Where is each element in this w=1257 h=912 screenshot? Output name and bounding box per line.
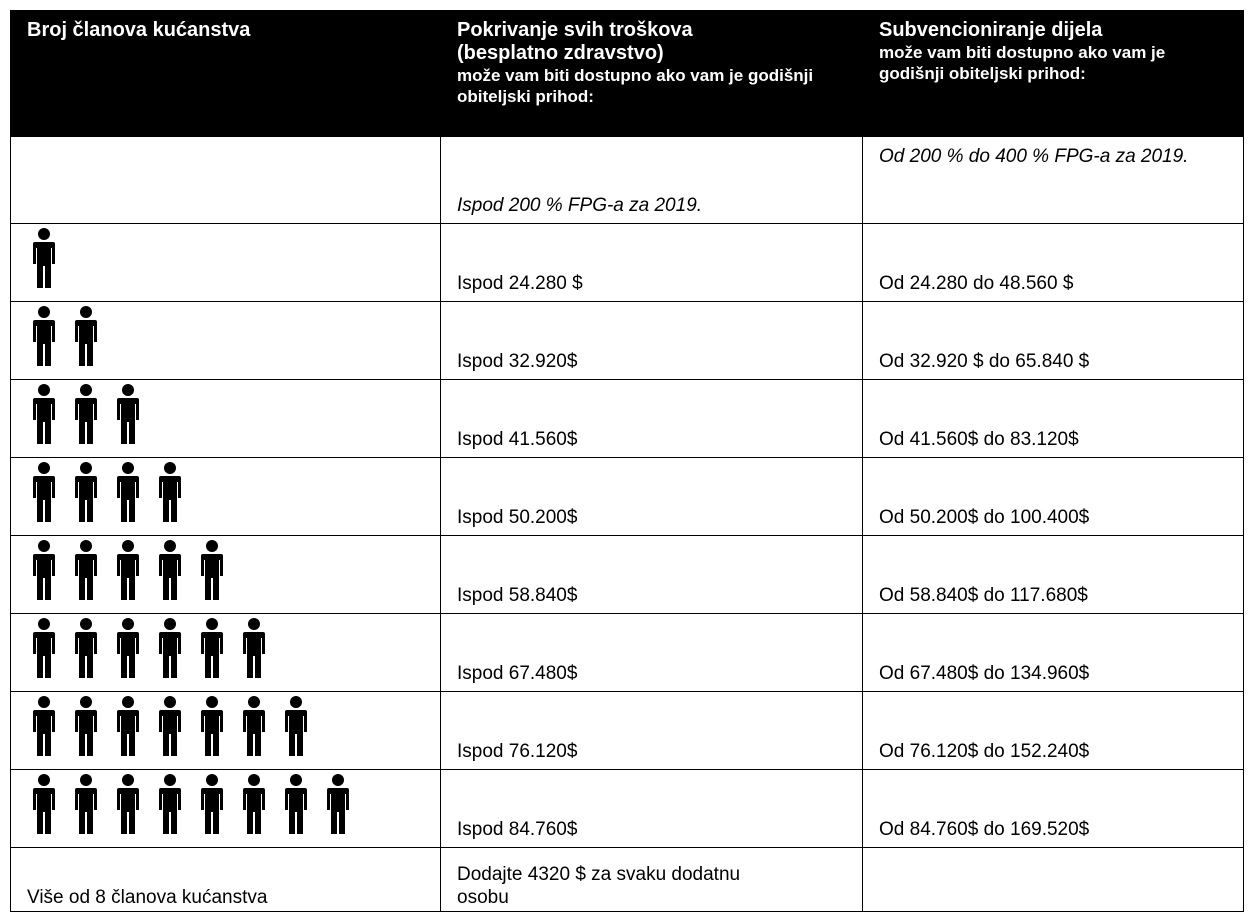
person-icon — [117, 696, 139, 756]
person-icon — [75, 618, 97, 678]
person-icon — [159, 618, 181, 678]
person-icon — [33, 306, 55, 366]
person-icon — [33, 228, 55, 288]
data-row: Ispod 76.120$ Od 76.120$ do 152.240$ — [10, 691, 1244, 770]
cell: Od 58.840$ do 117.680$ — [862, 535, 1244, 614]
person-icon — [201, 774, 223, 834]
cell: Od 200 % do 400 % FPG-a za 2019. — [862, 136, 1244, 224]
person-icon — [33, 540, 55, 600]
person-icon — [117, 462, 139, 522]
person-icons — [33, 774, 349, 834]
data-row: Ispod 67.480$ Od 67.480$ do 134.960$ — [10, 613, 1244, 692]
person-icons — [33, 384, 139, 444]
cell: Od 41.560$ do 83.120$ — [862, 379, 1244, 458]
icon-cell — [10, 691, 441, 770]
cell: Od 76.120$ do 152.240$ — [862, 691, 1244, 770]
cell-text: Više od 8 članova kućanstva — [27, 887, 268, 908]
person-icons — [33, 540, 223, 600]
person-icon — [201, 540, 223, 600]
header-cell: Broj članova kućanstva — [10, 10, 441, 137]
last-row: Više od 8 članova kućanstva Dodajte 4320 … — [10, 847, 1244, 912]
cell: Ispod 50.200$ — [440, 457, 863, 536]
person-icon — [201, 618, 223, 678]
header-title: Subvencioniranje dijela — [879, 19, 1103, 41]
icon-cell — [10, 457, 441, 536]
cell: Ispod 200 % FPG-a za 2019. — [440, 136, 863, 224]
person-icons — [33, 618, 265, 678]
cell: Ispod 58.840$ — [440, 535, 863, 614]
subheader-row: Ispod 200 % FPG-a za 2019. Od 200 % do 4… — [10, 136, 1244, 224]
cell: Ispod 76.120$ — [440, 691, 863, 770]
icon-cell — [10, 379, 441, 458]
person-icon — [243, 696, 265, 756]
person-icons — [33, 228, 55, 288]
cell: Od 24.280 do 48.560 $ — [862, 223, 1244, 302]
header-title: Pokrivanje svih troškova — [457, 19, 693, 41]
cell: Ispod 32.920$ — [440, 301, 863, 380]
header-subtitle: može vam biti dostupno ako vam je godišn… — [879, 43, 1166, 83]
person-icon — [243, 618, 265, 678]
person-icon — [159, 462, 181, 522]
income-table: Broj članova kućanstva Pokrivanje svih t… — [10, 10, 1244, 912]
person-icons — [33, 696, 307, 756]
cell: Od 50.200$ do 100.400$ — [862, 457, 1244, 536]
person-icon — [33, 384, 55, 444]
data-row: Ispod 50.200$ Od 50.200$ do 100.400$ — [10, 457, 1244, 536]
header-subtitle: može vam biti dostupno ako vam je godišn… — [457, 66, 814, 106]
person-icon — [159, 540, 181, 600]
header-cell: Subvencioniranje dijela može vam biti do… — [862, 10, 1244, 137]
person-icon — [117, 774, 139, 834]
person-icon — [75, 540, 97, 600]
header-cell: Pokrivanje svih troškova (besplatno zdra… — [440, 10, 863, 137]
cell: Od 67.480$ do 134.960$ — [862, 613, 1244, 692]
data-row: Ispod 58.840$ Od 58.840$ do 117.680$ — [10, 535, 1244, 614]
person-icon — [117, 384, 139, 444]
icon-cell — [10, 613, 441, 692]
cell — [862, 847, 1244, 912]
header-title: Broj članova kućanstva — [27, 19, 251, 41]
person-icon — [159, 696, 181, 756]
cell: Dodajte 4320 $ za svaku dodatnu osobu — [440, 847, 863, 912]
cell: Od 84.760$ do 169.520$ — [862, 769, 1244, 848]
person-icon — [75, 696, 97, 756]
person-icon — [75, 306, 97, 366]
header-title: (besplatno zdravstvo) — [457, 42, 664, 64]
cell: Ispod 67.480$ — [440, 613, 863, 692]
person-icons — [33, 462, 181, 522]
cell: Ispod 84.760$ — [440, 769, 863, 848]
subheader-text: Od 200 % do 400 % FPG-a za 2019. — [879, 146, 1189, 167]
icon-cell — [10, 769, 441, 848]
data-row: Ispod 84.760$ Od 84.760$ do 169.520$ — [10, 769, 1244, 848]
person-icon — [327, 774, 349, 834]
icon-cell — [10, 535, 441, 614]
person-icon — [117, 540, 139, 600]
person-icon — [285, 774, 307, 834]
data-row: Ispod 32.920$ Od 32.920 $ do 65.840 $ — [10, 301, 1244, 380]
person-icon — [201, 696, 223, 756]
icon-cell — [10, 223, 441, 302]
cell: Više od 8 članova kućanstva — [10, 847, 441, 912]
person-icon — [33, 696, 55, 756]
person-icon — [243, 774, 265, 834]
person-icon — [33, 774, 55, 834]
cell: Ispod 24.280 $ — [440, 223, 863, 302]
person-icon — [75, 462, 97, 522]
data-row: Ispod 24.280 $ Od 24.280 do 48.560 $ — [10, 223, 1244, 302]
person-icon — [117, 618, 139, 678]
cell: Ispod 41.560$ — [440, 379, 863, 458]
person-icon — [75, 384, 97, 444]
cell: Od 32.920 $ do 65.840 $ — [862, 301, 1244, 380]
header-row: Broj članova kućanstva Pokrivanje svih t… — [10, 10, 1244, 137]
person-icon — [285, 696, 307, 756]
page: {"header": {"col1": "Broj članova kućans… — [10, 10, 1244, 912]
person-icon — [33, 462, 55, 522]
person-icons — [33, 306, 97, 366]
cell — [10, 136, 441, 224]
icon-cell — [10, 301, 441, 380]
person-icon — [33, 618, 55, 678]
person-icon — [159, 774, 181, 834]
data-row: Ispod 41.560$ Od 41.560$ do 83.120$ — [10, 379, 1244, 458]
cell-text: Dodajte 4320 $ za svaku dodatnu osobu — [457, 864, 741, 908]
person-icon — [75, 774, 97, 834]
